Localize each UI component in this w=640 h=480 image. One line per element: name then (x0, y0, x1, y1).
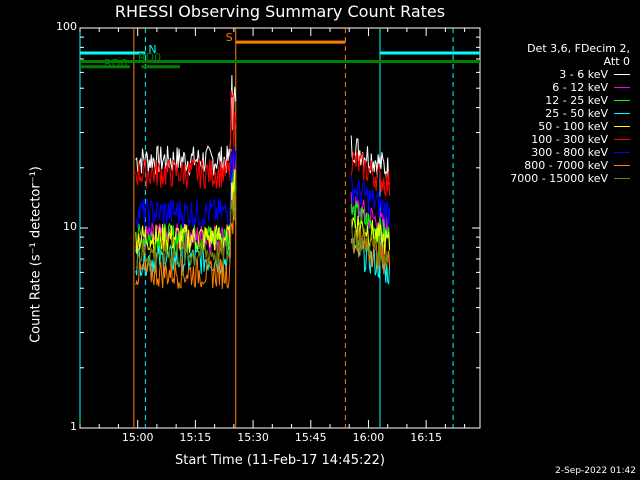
legend-entry: 800 - 7000 keV (510, 159, 630, 172)
flag-label-RD0: RD0 (138, 51, 162, 65)
legend-swatch (614, 178, 630, 179)
legend-swatch (614, 100, 630, 101)
legend-entry: 12 - 25 keV (510, 94, 630, 107)
series-line-8 (135, 172, 390, 269)
legend-swatch (614, 139, 630, 140)
vertical-markers (79, 28, 454, 428)
legend-entry: 300 - 800 keV (510, 146, 630, 159)
legend-swatch (614, 126, 630, 127)
axis-ticks (79, 27, 480, 429)
x-tick-label: 15:30 (237, 431, 269, 444)
chart-title: RHESSI Observing Summary Count Rates (114, 2, 446, 21)
legend-entry-label: 12 - 25 keV (545, 94, 608, 107)
legend-entry-label: 7000 - 15000 keV (510, 172, 608, 185)
legend-title-line-2: Att 0 (603, 55, 630, 68)
x-tick-label: 15:45 (294, 431, 327, 444)
y-tick-label: 100 (56, 20, 77, 33)
series-line-0 (135, 75, 390, 185)
legend-swatch (614, 165, 630, 166)
flag-label-RD6: RD6 (104, 56, 128, 70)
legend-entry: 3 - 6 keV (510, 68, 630, 81)
legend-entry-label: 25 - 50 keV (545, 107, 608, 120)
x-tick-label: 15:15 (179, 431, 212, 444)
legend-entry-label: 3 - 6 keV (559, 68, 608, 81)
flag-label-S: S (225, 31, 233, 45)
legend-swatch (614, 87, 630, 88)
legend-entry-label: 100 - 300 keV (531, 133, 608, 146)
y-tick-label: 10 (63, 220, 77, 233)
legend-swatch (614, 113, 630, 114)
legend: 3 - 6 keV 6 - 12 keV 12 - 25 keV 25 - 50 ke… (510, 68, 630, 185)
legend-title-line-1: Det 3,6, FDecim 2, (527, 42, 630, 55)
footer-timestamp: 2-Sep-2022 01:42 (555, 466, 636, 476)
series-lines (135, 75, 391, 290)
legend-entry: 7000 - 15000 keV (510, 172, 630, 185)
legend-entry: 100 - 300 keV (510, 133, 630, 146)
legend-entry-label: 50 - 100 keV (538, 120, 608, 133)
legend-entry: 50 - 100 keV (510, 120, 630, 133)
x-axis-label: Start Time (11-Feb-17 14:45:22) (175, 453, 385, 468)
series-line-5 (135, 90, 391, 197)
legend-entry: 25 - 50 keV (510, 107, 630, 120)
legend-title: Det 3,6, FDecim 2, Att 0 (527, 42, 630, 68)
legend-entry-label: 800 - 7000 keV (524, 159, 608, 172)
x-tick-label: 16:00 (352, 431, 385, 444)
flag-label-N: N (148, 42, 157, 56)
flag-bars (80, 40, 480, 69)
legend-entry-label: 6 - 12 keV (552, 81, 608, 94)
legend-swatch (614, 74, 630, 75)
legend-swatch (614, 152, 630, 153)
legend-entry: 6 - 12 keV (510, 81, 630, 94)
y-tick-label: 1 (70, 420, 77, 433)
x-tick-label: 16:15 (410, 431, 442, 444)
x-tick-label: 15:00 (121, 431, 154, 444)
series-line-6 (135, 146, 391, 229)
y-axis-label: Count Rate (s⁻¹ detector⁻¹) (28, 166, 44, 343)
legend-entry-label: 300 - 800 keV (531, 146, 608, 159)
